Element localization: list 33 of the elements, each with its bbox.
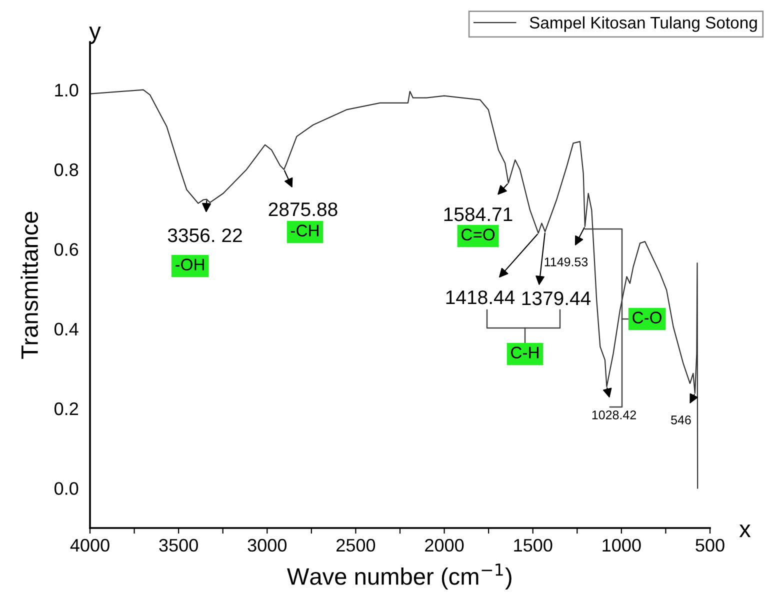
legend-label: Sampel Kitosan Tulang Sotong: [530, 16, 757, 32]
annotation: C-O: [632, 312, 662, 324]
annotation: 1149.53: [544, 258, 588, 266]
x-tick-label: 3000: [248, 538, 287, 552]
annotation: 1584.71: [444, 207, 512, 222]
line-series: [90, 89, 698, 489]
x-tick-label: 3500: [159, 538, 198, 552]
x-tick-label: 500: [696, 538, 724, 552]
x-tick-label: 4000: [70, 538, 110, 552]
y-axis-title: Transmittance: [20, 212, 38, 359]
annotation: C=O: [461, 228, 495, 240]
text: x: [739, 524, 751, 538]
annotation: 546: [671, 416, 691, 424]
y-tick-label: 0.2: [54, 402, 78, 416]
x-axis-title: Wave number (cm$^{−1}$): [287, 564, 512, 590]
y-tick-label: 0.6: [54, 243, 78, 256]
y-tick-label: 1.0: [55, 84, 78, 97]
annotation: C-H: [511, 346, 538, 358]
annotation: -OH: [175, 258, 204, 270]
annotation: 3356. 22: [168, 228, 242, 242]
annotation: 1379.44: [522, 291, 591, 306]
y-tick-label: 0.8: [54, 163, 78, 176]
x-tick-label: 2000: [425, 538, 464, 552]
x-tick-label: 1000: [602, 538, 641, 552]
x-tick-label: 1500: [514, 538, 552, 552]
annotation: 2875.88: [268, 202, 338, 216]
annotation: 1028.42: [592, 410, 636, 420]
annotation: -CH: [290, 224, 318, 236]
annotation: y: [89, 26, 101, 44]
y-tick-label: 0.4: [54, 322, 78, 336]
annotation: 1418.44: [446, 290, 515, 304]
x-tick-label: 2500: [336, 538, 376, 552]
y-tick-label: 0.0: [54, 482, 78, 495]
